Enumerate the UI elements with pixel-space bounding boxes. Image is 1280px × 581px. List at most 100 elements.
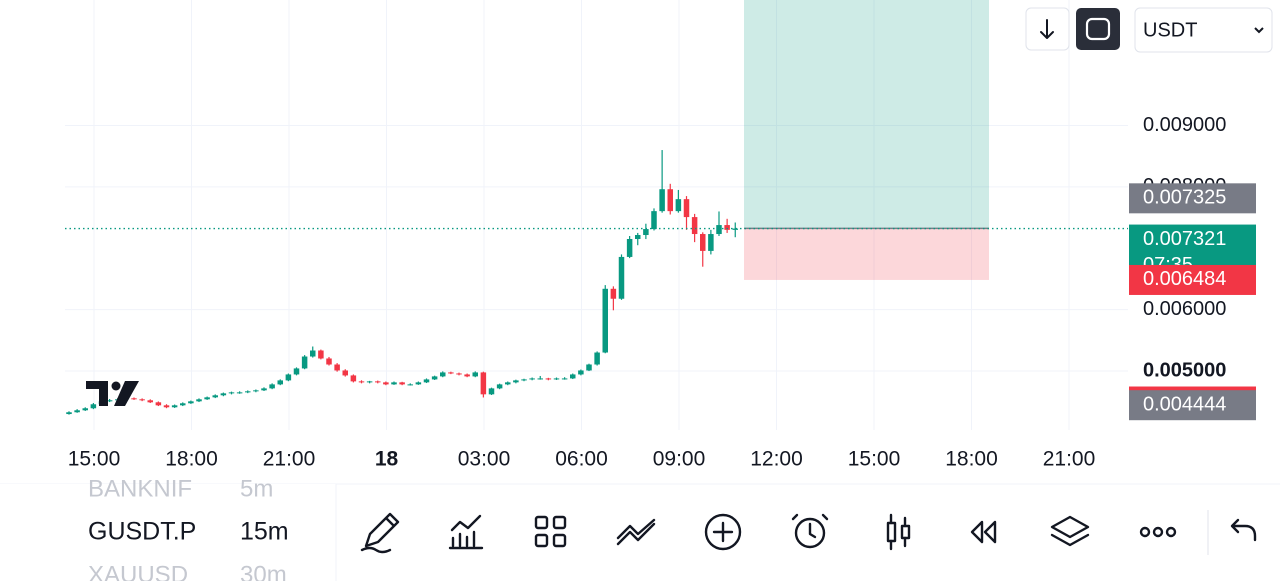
candle-body <box>561 378 568 380</box>
y-tick-label: 0.005000 <box>1143 359 1226 381</box>
x-tick-label: 15:00 <box>848 448 901 471</box>
fullscreen-button[interactable] <box>1076 8 1120 50</box>
interval[interactable]: 5m <box>240 475 273 502</box>
candle-body <box>724 225 730 230</box>
candle-body <box>716 225 722 235</box>
candle-body <box>383 382 389 385</box>
candle-body <box>318 350 324 359</box>
undo[interactable] <box>1230 518 1257 542</box>
candle-body <box>407 384 413 386</box>
y-tick-label: 0.009000 <box>1143 114 1226 136</box>
candle-body <box>310 350 316 357</box>
alert[interactable] <box>791 513 829 549</box>
x-tick-label: 15:00 <box>68 448 121 471</box>
candle-body <box>180 403 186 406</box>
candle-body <box>399 382 405 385</box>
x-tick-label: 18:00 <box>945 448 998 471</box>
candle-body <box>667 189 673 212</box>
x-tick-label: 09:00 <box>653 448 706 471</box>
candle-body <box>505 382 511 385</box>
toolbar <box>360 510 1257 555</box>
interval[interactable]: 30m <box>240 561 287 581</box>
candle-body <box>90 404 97 409</box>
interval[interactable]: 15m <box>240 518 289 546</box>
candle-body <box>440 372 446 377</box>
candle-body <box>188 401 194 404</box>
candle-body <box>147 400 153 403</box>
candle-body <box>163 405 170 408</box>
candle-body <box>431 376 438 380</box>
candle-body <box>651 211 657 230</box>
candle-body <box>139 399 145 401</box>
candle-body <box>513 380 519 383</box>
candle-body <box>675 199 682 212</box>
x-tick-label: 12:00 <box>750 448 803 471</box>
target-zone <box>744 0 989 229</box>
price-badge-label: 0.004444 <box>1143 393 1226 415</box>
draw-tool[interactable] <box>360 512 400 554</box>
watchlist-panel <box>0 484 336 581</box>
replay[interactable] <box>970 520 997 544</box>
symbol[interactable]: XAUUSD <box>88 561 188 581</box>
candle-body <box>472 372 478 377</box>
price-badge-label: 0.006484 <box>1143 268 1226 290</box>
candle-body <box>480 372 487 395</box>
candle-body <box>448 372 454 374</box>
compare[interactable] <box>616 518 656 546</box>
candle-body <box>618 256 625 299</box>
candle-body <box>594 352 600 365</box>
candle-body <box>106 400 113 402</box>
candle-body <box>212 395 218 398</box>
candle-body <box>269 384 275 389</box>
x-tick-label: 18:00 <box>165 448 218 471</box>
candle-body <box>659 189 665 212</box>
candle-body <box>610 288 617 299</box>
candle-body <box>635 235 641 240</box>
object-tree[interactable] <box>1050 515 1090 547</box>
candle-body <box>708 234 714 251</box>
price-badge <box>1129 390 1256 421</box>
candle-body <box>464 374 470 377</box>
candle-body <box>423 379 430 383</box>
candle-body <box>236 392 243 394</box>
candle-body <box>553 378 560 380</box>
candle-body <box>391 382 397 385</box>
layouts[interactable] <box>534 515 567 548</box>
indicators[interactable] <box>448 514 484 550</box>
x-tick-label: 21:00 <box>263 448 316 471</box>
candle-body <box>602 288 608 353</box>
currency: USDT <box>1143 19 1197 41</box>
add-symbol[interactable] <box>704 513 742 551</box>
candle-body <box>261 388 267 391</box>
candle-body <box>496 384 503 389</box>
symbol[interactable]: GUSDT.P <box>88 518 196 546</box>
currency-select[interactable]: USDT <box>1134 7 1273 53</box>
candle-body <box>74 410 80 413</box>
candle-body <box>131 398 137 400</box>
candle-body <box>366 381 373 383</box>
x-tick-label: 21:00 <box>1043 448 1096 471</box>
y-tick-label: 0.006000 <box>1143 298 1226 320</box>
symbol[interactable]: BANKNIF <box>88 475 192 502</box>
candle-body <box>228 392 235 394</box>
download-button[interactable] <box>1025 7 1070 51</box>
candle-body <box>220 393 227 396</box>
more[interactable] <box>1139 526 1177 538</box>
candle-body <box>732 228 738 230</box>
candle-body <box>488 388 495 395</box>
price-badge <box>1129 264 1256 295</box>
axis-mask <box>1120 432 1280 482</box>
candle-body <box>691 217 698 235</box>
candle-body <box>700 234 706 251</box>
chart-type[interactable] <box>886 513 911 551</box>
stop-zone <box>744 228 989 280</box>
candle-body <box>245 391 251 393</box>
candle-body <box>171 405 178 408</box>
x-tick-label: 03:00 <box>458 448 511 471</box>
candle-body <box>196 399 202 402</box>
candle-body <box>545 378 552 380</box>
candle-body <box>334 364 340 371</box>
candle-body <box>326 358 332 365</box>
candle-body <box>293 368 300 375</box>
candle-body <box>570 374 576 379</box>
